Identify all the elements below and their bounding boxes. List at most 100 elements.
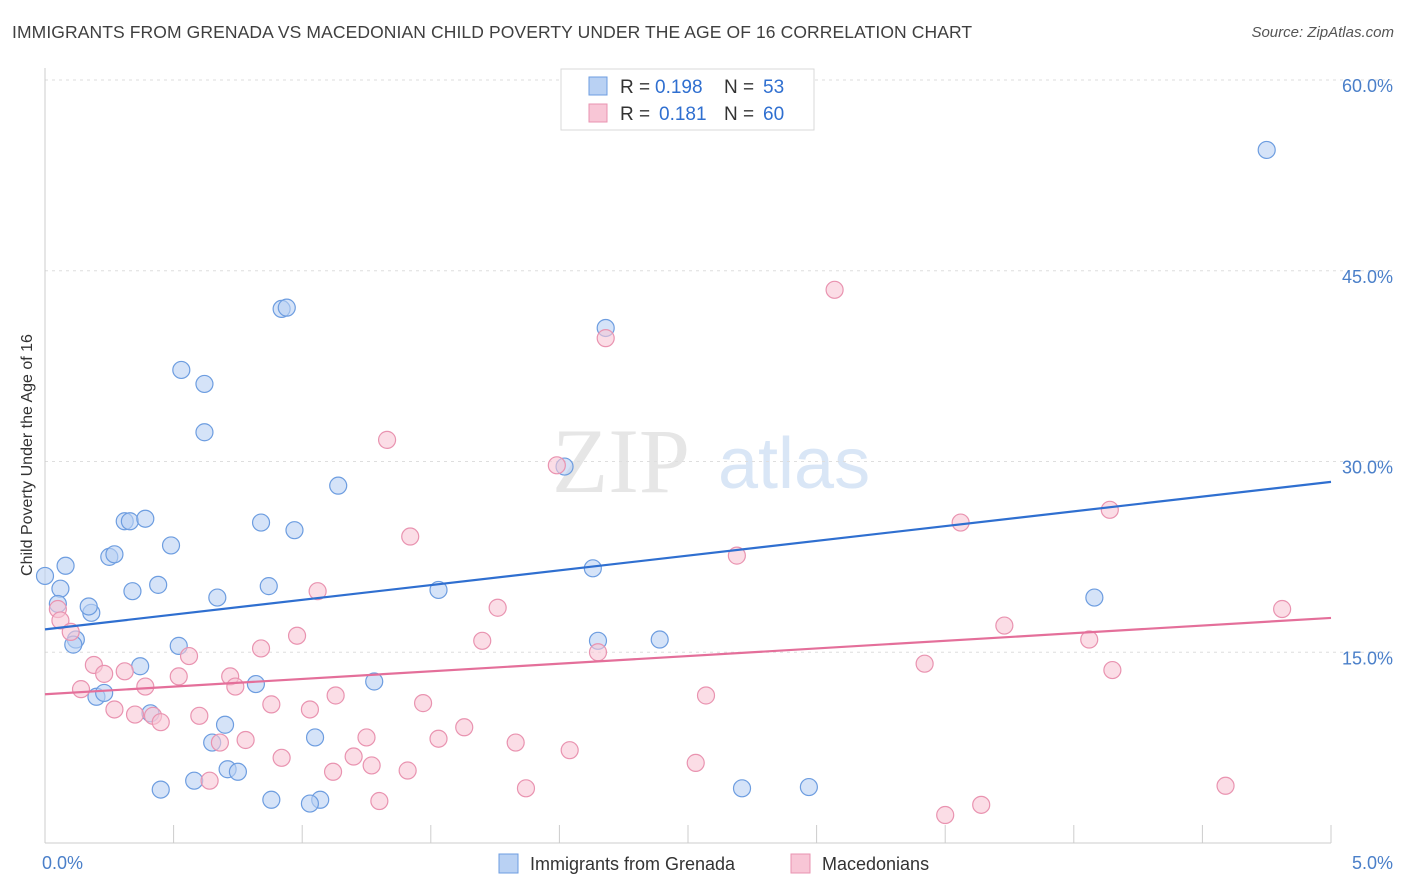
macedonians-point-29 [357,728,376,747]
grenada-point-1 [51,579,70,598]
legend-swatch-blue [588,76,608,96]
grenada-point-33 [259,577,278,596]
macedonians-point-53 [972,795,991,814]
grenada-point-9 [105,545,124,564]
grenada-point-37 [285,521,304,540]
grenada-point-16 [131,657,150,676]
grenada-point-18 [95,683,114,703]
legend-r-value-1: 0.198 [655,77,703,98]
macedonians-point-6 [105,700,124,719]
macedonians-point-55 [1080,630,1099,649]
macedonians-point-18 [226,677,245,696]
grenada-point-12 [136,509,155,528]
macedonians-point-51 [936,805,955,825]
legend-n-label-1: N = [724,77,754,98]
macedonians-point-27 [326,686,345,705]
macedonians-point-12 [169,667,188,686]
grenada-point-38 [305,728,325,747]
grenada-point-32 [251,513,271,532]
x-tick-label-start: 0.0% [42,853,83,873]
macedonians-point-50 [915,654,934,673]
macedonians-point-59 [1273,599,1292,619]
grenada-point-51 [1085,588,1104,607]
x-ticks [173,825,1332,843]
macedonians-point-58 [1216,776,1235,795]
macedonians-point-35 [413,694,433,713]
grenada-point-0 [35,566,55,586]
grenada-point-25 [208,588,227,607]
macedonians-point-37 [455,718,474,737]
macedonians-point-7 [115,662,134,681]
grenada-point-14 [149,575,168,594]
series-legend-swatch-grenada [498,853,519,874]
macedonians-point-39 [488,598,507,617]
grenada-point-15 [161,536,181,555]
legend-r-label-1: R = [620,77,650,98]
legend-swatch-pink [588,103,608,123]
macedonians-point-14 [190,706,209,725]
legend-r-value-2: 0.181 [659,104,707,125]
grenada-point-36 [277,298,296,317]
macedonians-point-46 [686,753,705,772]
macedonians-point-52 [951,513,970,532]
grenada-point-29 [228,762,247,781]
grenada-point-11 [120,512,139,531]
grenada-point-48 [650,630,669,649]
grenada-point-34 [262,790,281,809]
source-label: Source: ZipAtlas.com [1251,24,1394,41]
grenada-point-49 [732,779,752,798]
macedonians-point-34 [401,527,420,546]
macedonians-point-11 [151,713,170,732]
macedonians-point-32 [370,791,389,811]
macedonians-point-40 [506,733,525,752]
y-tick-label-2: 45.0% [1342,267,1393,287]
macedonians-point-5 [95,664,114,683]
grenada-point-20 [151,780,170,799]
macedonians-point-36 [429,729,448,748]
correlation-legend: R = 0.198 N = 53 R = 0.181 N = 60 [560,68,815,131]
y-tick-label-0: 15.0% [1342,648,1393,668]
legend-n-value-1: 53 [763,77,784,98]
macedonians-point-44 [588,643,608,662]
macedonians-point-30 [377,430,397,449]
grenada-point-7 [79,597,98,616]
grenada-point-50 [799,777,818,797]
macedonians-point-9 [136,677,155,696]
legend-n-value-2: 60 [763,104,784,125]
series-legend-label-grenada: Immigrants from Grenada [530,854,736,874]
grenada-point-42 [365,672,384,691]
macedonians-point-24 [300,700,320,719]
macedonians-point-45 [596,329,615,348]
series-grenada-points [35,140,1276,813]
series-legend-label-macedonians: Macedonians [822,854,929,874]
macedonians-point-43 [560,741,579,760]
macedonians-point-41 [516,779,536,798]
y-tick-label-1: 30.0% [1342,458,1393,478]
macedonians-trend-line [44,616,1332,696]
grenada-point-13 [123,582,142,601]
grenada-point-45 [583,559,602,578]
grenada-point-27 [215,715,235,734]
macedonians-point-28 [344,747,363,766]
y-tick-label-3: 60.0% [1342,76,1393,96]
grenada-point-22 [172,360,191,380]
grenada-point-24 [195,423,214,442]
macedonians-point-42 [547,456,566,475]
macedonians-point-22 [272,748,291,767]
series-legend: Immigrants from Grenada Macedonians [498,853,929,874]
macedonians-point-54 [995,616,1014,635]
chart-title: IMMIGRANTS FROM GRENADA VS MACEDONIAN CH… [12,22,973,42]
grenada-point-23 [195,374,214,394]
macedonians-point-23 [287,626,307,645]
macedonians-point-21 [262,695,281,714]
macedonians-point-25 [308,582,327,601]
trend-lines [44,480,1332,696]
macedonians-point-8 [125,705,145,724]
grenada-point-2 [56,556,75,575]
macedonians-point-57 [1103,660,1122,680]
grenada-point-40 [300,794,320,813]
grenada-point-52 [1257,140,1276,160]
grenada-point-31 [246,674,266,694]
series-macedonians-points [48,280,1292,825]
